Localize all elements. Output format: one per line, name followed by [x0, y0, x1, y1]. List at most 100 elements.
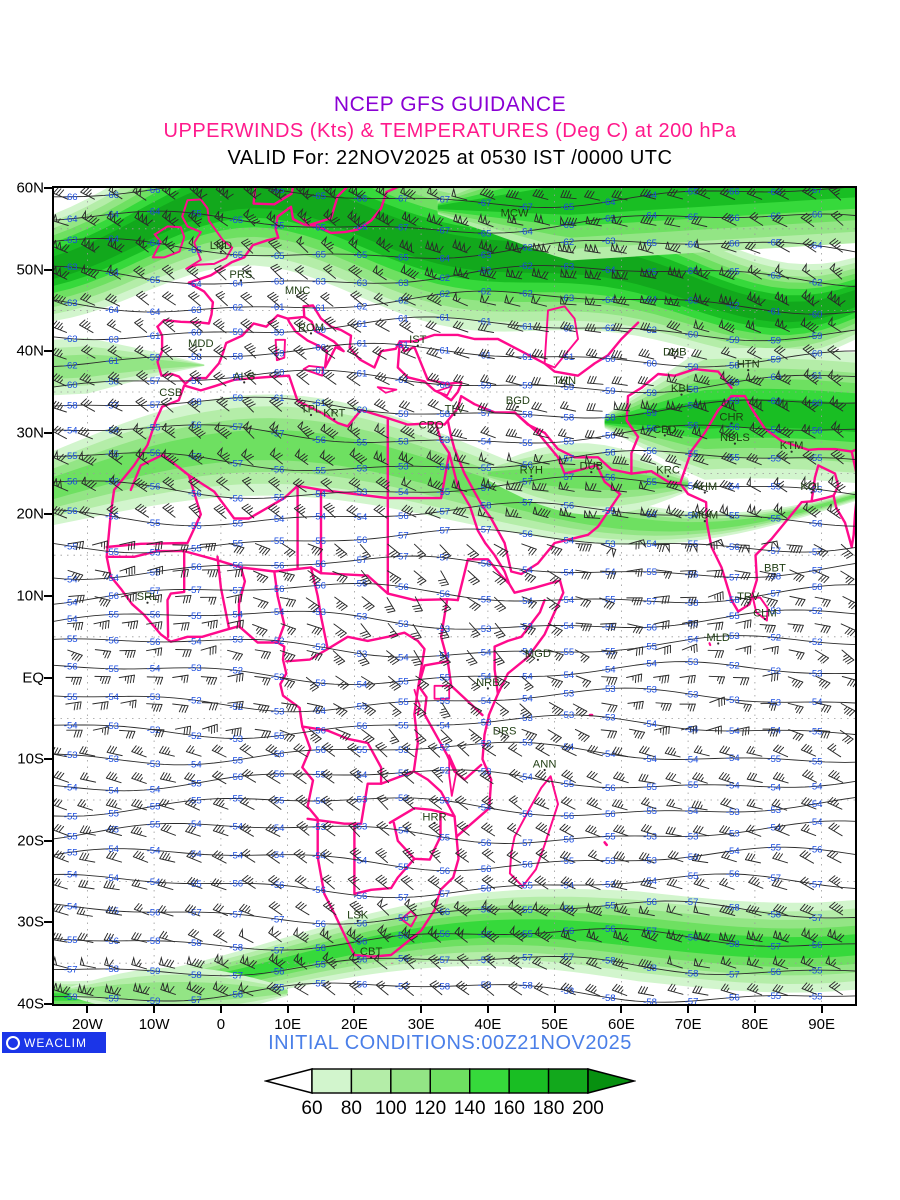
- wind-barb: [640, 188, 656, 200]
- y-axis-tick-mark: [44, 431, 52, 434]
- wind-barb: [106, 504, 121, 519]
- wind-barb: [241, 769, 256, 783]
- wind-barb: [532, 480, 549, 492]
- temperature-label: -56: [395, 582, 409, 593]
- wind-barb: [424, 266, 441, 281]
- wind-barb: [428, 795, 443, 810]
- wind-barb: [54, 746, 68, 758]
- y-axis-tick-mark: [44, 187, 52, 189]
- wind-barb: [558, 375, 575, 386]
- wind-barb: [321, 344, 336, 359]
- temperature-label: -57: [643, 596, 657, 607]
- temperature-label: -61: [271, 302, 285, 313]
- temperature-label: -57: [809, 879, 823, 890]
- wind-barb: [452, 320, 469, 333]
- wind-barb: [437, 570, 449, 587]
- wind-barb: [109, 473, 123, 491]
- colorbar-segment: [508, 1068, 550, 1094]
- wind-barb: [519, 703, 532, 719]
- temperature-label: -58: [64, 401, 78, 412]
- wind-barb: [375, 874, 389, 890]
- station-marker-dot: [146, 601, 149, 604]
- wind-barb: [829, 395, 847, 412]
- temperature-label: -57: [229, 422, 243, 433]
- temperature-label: -54: [229, 851, 244, 862]
- x-axis-tick-label: 10E: [274, 1016, 301, 1033]
- y-axis-tick-mark: [44, 676, 52, 679]
- wind-barb: [188, 235, 202, 253]
- temperature-contour-line: [54, 982, 855, 1003]
- wind-barb: [746, 290, 766, 307]
- temperature-label: -56: [519, 529, 533, 540]
- wind-barb: [334, 596, 348, 611]
- wind-barb: [200, 645, 217, 656]
- wind-barb: [346, 926, 364, 944]
- temperature-label: -54: [64, 426, 79, 437]
- station-label: KRT: [323, 408, 345, 420]
- wind-barb: [481, 874, 496, 890]
- temperature-label: -67: [436, 226, 450, 237]
- temperature-label: -63: [685, 296, 699, 307]
- wind-barb: [655, 702, 672, 712]
- wind-barb: [162, 476, 177, 491]
- wind-barb: [535, 742, 550, 757]
- wind-barb: [718, 772, 735, 784]
- wind-barb: [575, 543, 592, 552]
- wind-barb: [161, 208, 179, 227]
- y-axis-tick-label: 20N: [16, 505, 44, 523]
- temperature-label: -67: [395, 223, 409, 234]
- temperature-label: -53: [353, 795, 367, 806]
- wind-barb: [404, 898, 418, 916]
- wind-barb: [375, 742, 388, 758]
- wind-barb: [640, 453, 657, 465]
- temperature-label: -53: [726, 631, 740, 642]
- wind-barb: [120, 699, 137, 709]
- wind-barb: [267, 291, 280, 307]
- wind-barb: [239, 796, 255, 810]
- wind-barb: [772, 930, 790, 943]
- wind-barb: [268, 925, 282, 943]
- station-marker-dot: [309, 332, 313, 335]
- temperature-label: -60: [643, 358, 657, 369]
- wind-barb: [133, 982, 150, 995]
- wind-barb: [640, 506, 658, 518]
- wind-barb: [162, 317, 176, 333]
- temperature-contour-line: [54, 265, 855, 288]
- temperature-label: -55: [188, 543, 202, 554]
- wind-barb: [332, 650, 346, 666]
- wind-barb: [161, 370, 176, 385]
- temperature-label: -55: [643, 806, 657, 817]
- temperature-contours: -66-66-66-65-65-65-65-66-67-67-67-67-65-…: [54, 188, 855, 1004]
- wind-barb: [613, 930, 629, 943]
- temperature-label: -53: [726, 695, 740, 706]
- wind-barb: [373, 292, 389, 306]
- wind-barb: [104, 983, 122, 996]
- temperature-label: -57: [560, 453, 574, 464]
- temperature-label: -54: [643, 659, 658, 670]
- temperature-label: -55: [271, 493, 285, 504]
- wind-barb: [215, 291, 228, 307]
- wind-barb: [613, 771, 629, 784]
- temperature-label: -55: [105, 906, 119, 917]
- station-label: CRO: [419, 420, 444, 432]
- colorbar-tick-label: 120: [414, 1098, 447, 1119]
- wind-barb: [54, 770, 69, 783]
- temperature-label: -55: [685, 449, 699, 460]
- wind-barb: [161, 264, 175, 280]
- wind-barb: [427, 398, 443, 412]
- temperature-label: -60: [602, 354, 616, 365]
- wind-barb: [774, 291, 790, 306]
- wind-barb: [375, 848, 388, 864]
- temperature-label: -61: [353, 339, 367, 350]
- temperature-label: -65: [685, 266, 699, 277]
- wind-barb: [693, 373, 710, 386]
- temperature-label: -57: [436, 955, 450, 966]
- temperature-label: -53: [643, 684, 657, 695]
- wind-barb: [506, 849, 522, 864]
- wind-barb: [376, 794, 389, 810]
- temperature-label: -64: [105, 234, 120, 245]
- temperature-contour-line: [54, 769, 855, 792]
- temperature-label: -65: [271, 251, 285, 262]
- temperature-label: -55: [188, 879, 202, 890]
- wind-barb: [54, 265, 70, 280]
